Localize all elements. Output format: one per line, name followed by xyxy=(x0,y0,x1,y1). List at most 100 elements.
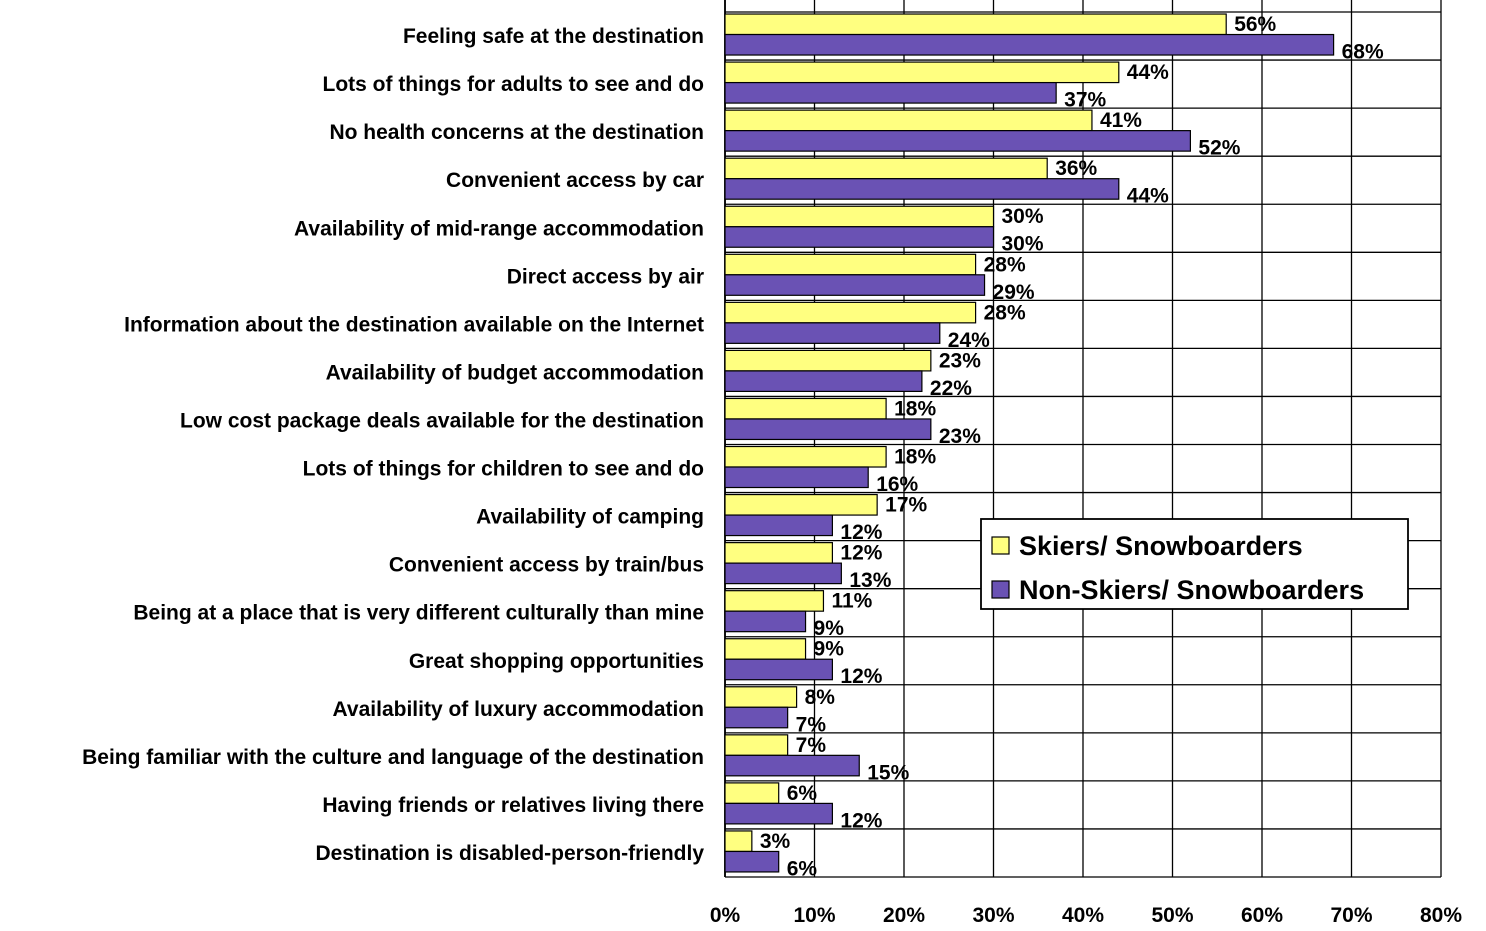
x-tick-label: 70% xyxy=(1330,904,1372,926)
x-tick-label: 10% xyxy=(793,904,835,926)
bar-non-skiers xyxy=(724,274,986,296)
bar-non-skiers xyxy=(724,754,860,777)
category-label: Lots of things for children to see and d… xyxy=(303,458,704,481)
data-label-non-skiers: 24% xyxy=(948,329,990,352)
x-tick-labels: 0% 10% 20% 30% 40% 50% 60% 70% 80% xyxy=(710,904,1463,927)
bar-skiers xyxy=(724,205,995,228)
x-tick-label: 30% xyxy=(972,904,1014,926)
data-label-skiers: 30% xyxy=(1002,205,1044,228)
data-label-non-skiers: 29% xyxy=(993,281,1035,304)
data-label-non-skiers: 16% xyxy=(876,473,918,496)
bar-non-skiers xyxy=(724,178,1120,200)
data-label-non-skiers: 30% xyxy=(1002,233,1044,256)
data-label-skiers: 56% xyxy=(1234,13,1276,36)
bar-non-skiers xyxy=(724,130,1191,152)
x-tick-label: 20% xyxy=(883,904,925,926)
data-label-non-skiers: 37% xyxy=(1064,89,1106,112)
data-label-skiers: 28% xyxy=(984,253,1026,276)
data-label-skiers: 41% xyxy=(1100,109,1142,132)
category-label: Being familiar with the culture and lang… xyxy=(82,746,704,769)
data-label-skiers: 11% xyxy=(831,590,872,613)
bar-non-skiers xyxy=(724,322,941,344)
bar-skiers xyxy=(724,61,1120,84)
category-label: Availability of budget accommodation xyxy=(326,361,704,384)
data-label-skiers: 23% xyxy=(939,349,981,372)
x-tick-label: 60% xyxy=(1241,904,1283,926)
x-tick-label: 80% xyxy=(1420,904,1462,926)
bar-non-skiers xyxy=(724,466,869,489)
data-label-non-skiers: 12% xyxy=(840,521,882,544)
category-labels: Feeling safe at the destination Lots of t… xyxy=(82,25,704,865)
category-label: Convenient access by train/bus xyxy=(389,554,704,577)
data-label-non-skiers: 12% xyxy=(840,809,882,832)
bar-non-skiers xyxy=(724,562,842,585)
data-label-non-skiers: 13% xyxy=(849,569,891,592)
bar-skiers xyxy=(724,109,1093,132)
labels-layer: 56%68%44%37%41%52%36%44%30%30%28%29%28%2… xyxy=(760,13,1384,880)
legend-swatch-skiers xyxy=(991,536,1010,555)
bar-skiers xyxy=(724,397,887,420)
bar-non-skiers xyxy=(724,226,995,248)
data-label-non-skiers: 7% xyxy=(796,713,827,736)
legend-label-non-skiers: Non-Skiers/ Snowboarders xyxy=(1019,575,1364,605)
bar-non-skiers xyxy=(724,33,1335,56)
data-label-skiers: 28% xyxy=(984,301,1026,324)
category-label: Availability of luxury accommodation xyxy=(333,698,704,721)
data-label-skiers: 3% xyxy=(760,830,791,853)
bar-non-skiers xyxy=(724,658,834,681)
data-label-skiers: 36% xyxy=(1055,157,1097,180)
bar-non-skiers xyxy=(724,850,780,873)
x-tick-label: 50% xyxy=(1151,904,1193,926)
data-label-non-skiers: 22% xyxy=(930,377,972,400)
data-label-non-skiers: 68% xyxy=(1342,41,1384,64)
data-label-skiers: 18% xyxy=(894,446,936,469)
bar-skiers xyxy=(724,301,977,324)
bar-non-skiers xyxy=(724,706,789,729)
bar-skiers xyxy=(724,13,1227,36)
bar-skiers xyxy=(724,542,834,564)
category-label: Direct access by air xyxy=(507,265,704,288)
bar-non-skiers xyxy=(724,418,932,441)
data-label-skiers: 18% xyxy=(894,397,936,420)
category-label: Great shopping opportunities xyxy=(409,650,704,673)
data-label-non-skiers: 23% xyxy=(939,425,981,448)
data-label-non-skiers: 6% xyxy=(787,857,818,880)
x-tick-label: 40% xyxy=(1062,904,1104,926)
category-label: Convenient access by car xyxy=(446,169,704,192)
data-label-non-skiers: 9% xyxy=(814,617,845,640)
legend-swatch-non-skiers xyxy=(991,580,1010,599)
category-label: Feeling safe at the destination xyxy=(403,25,704,48)
bar-skiers xyxy=(724,686,798,708)
bar-non-skiers xyxy=(724,610,807,633)
data-label-non-skiers: 44% xyxy=(1127,185,1169,208)
bar-skiers xyxy=(724,253,977,276)
data-label-skiers: 44% xyxy=(1127,61,1169,84)
legend: Skiers/ Snowboarders Non-Skiers/ Snowboar… xyxy=(980,518,1409,610)
bar-skiers xyxy=(724,590,825,612)
bar-non-skiers xyxy=(724,81,1057,104)
bar-skiers xyxy=(724,638,807,660)
bar-non-skiers xyxy=(724,370,923,393)
category-label: Availability of camping xyxy=(476,506,704,529)
category-label: Information about the destination availa… xyxy=(124,313,704,336)
bar-skiers xyxy=(724,445,887,468)
bar-non-skiers xyxy=(724,802,834,825)
category-label: Lots of things for adults to see and do xyxy=(323,73,705,96)
category-label: Having friends or relatives living there xyxy=(322,794,704,817)
x-tick-label: 0% xyxy=(710,904,741,926)
category-label: No health concerns at the destination xyxy=(329,121,704,144)
data-label-skiers: 6% xyxy=(787,782,818,805)
bar-skiers xyxy=(724,830,753,853)
data-label-skiers: 17% xyxy=(885,494,927,517)
data-label-skiers: 8% xyxy=(805,686,836,709)
bar-skiers xyxy=(724,157,1048,180)
legend-box xyxy=(980,518,1409,610)
bar-skiers xyxy=(724,734,789,756)
category-label: Being at a place that is very different … xyxy=(133,602,704,625)
data-label-non-skiers: 12% xyxy=(840,665,882,688)
data-label-non-skiers: 15% xyxy=(867,761,909,784)
bar-skiers xyxy=(724,782,780,804)
bar-skiers xyxy=(724,349,932,372)
